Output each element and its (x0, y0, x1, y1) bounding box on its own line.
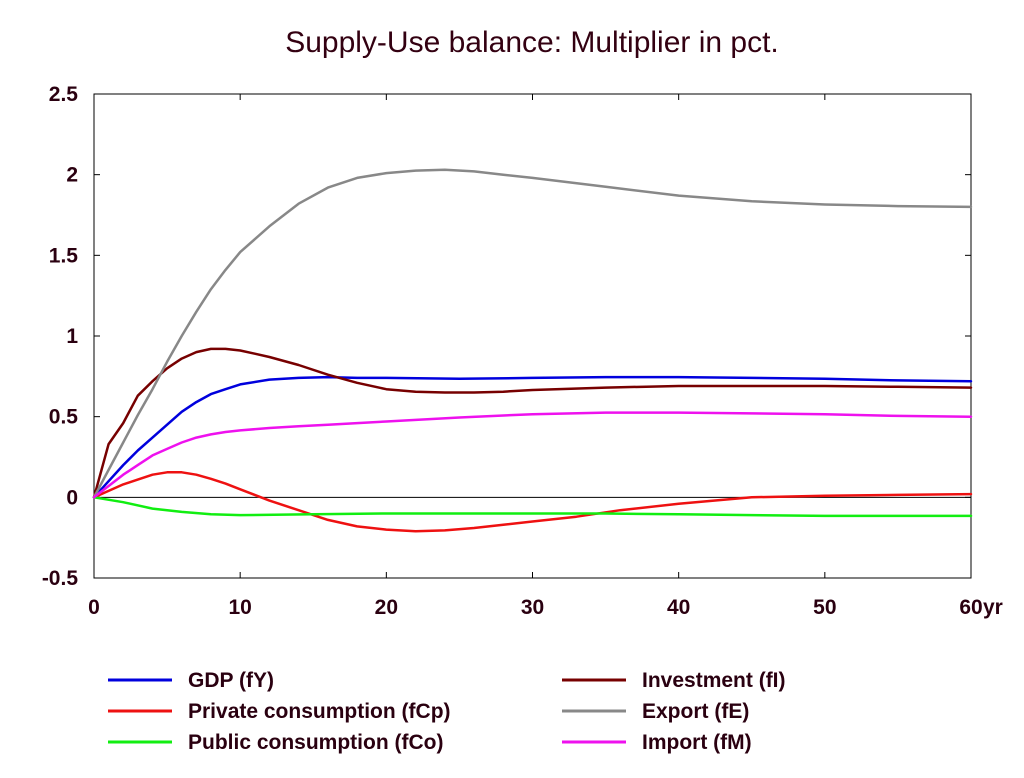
x-tick-label: 40 (667, 596, 690, 619)
legend-label: Public consumption (fCo) (188, 731, 443, 754)
x-tick-label: 30 (521, 596, 544, 619)
x-tick-label: 50 (813, 596, 836, 619)
x-tick-label: 20 (375, 596, 398, 619)
chart-title: Supply-Use balance: Multiplier in pct. (285, 26, 779, 59)
series-line-4 (92, 168, 973, 499)
x-tick-label: 10 (228, 596, 251, 619)
series-line-3 (92, 347, 973, 499)
y-tick-label: 0 (66, 486, 78, 509)
x-unit-label: yr (983, 596, 1003, 619)
y-tick-label: 2.5 (49, 83, 79, 106)
x-tick-label: 0 (88, 596, 100, 619)
legend-label: Private consumption (fCp) (188, 700, 451, 723)
plot-axes: 2.5 2 1.5 1 0.5 0 -0.5 0 10 20 30 40 50 60 yr (42, 83, 1003, 619)
y-tick-label: -0.5 (42, 567, 79, 590)
legend-label: Export (fE) (642, 700, 749, 723)
series-line-5 (92, 411, 973, 499)
y-tick-label: 0.5 (49, 406, 79, 429)
legend-label: GDP (fY) (188, 669, 274, 692)
legend-label: Import (fM) (642, 731, 752, 754)
y-tick-label: 2 (66, 164, 78, 187)
series-line-2 (92, 496, 973, 518)
series-line-0 (92, 375, 973, 499)
series-lines (92, 168, 973, 533)
y-tick-label: 1 (66, 325, 78, 348)
y-tick-label: 1.5 (49, 244, 79, 267)
legend-label: Investment (fI) (642, 669, 786, 692)
plot-frame (93, 93, 972, 579)
series-line-1 (92, 471, 973, 533)
x-tick-label: 60 (959, 596, 982, 619)
chart-legend: GDP (fY) Private consumption (fCp) Public … (108, 669, 786, 754)
